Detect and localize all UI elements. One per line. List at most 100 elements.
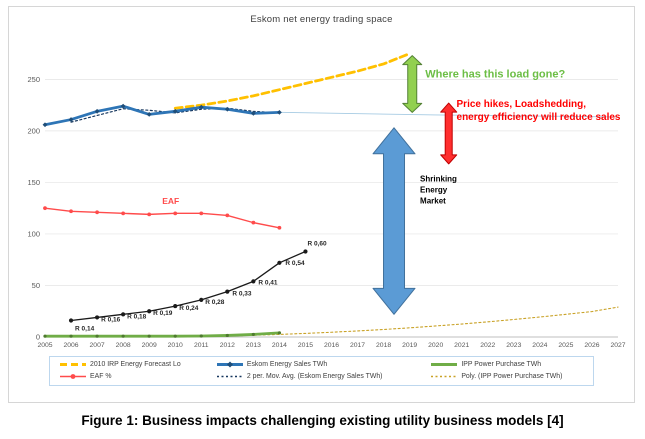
x-tick-label: 2026: [584, 342, 599, 349]
load-gap-arrow: [402, 55, 423, 113]
eskom-sales-marker: [42, 122, 48, 128]
price-line-point-label: R 0,14: [75, 326, 95, 333]
sales-reduction-arrow: [440, 102, 458, 165]
y-tick-label: 50: [32, 281, 40, 290]
ipp-marker: [43, 334, 47, 338]
series-ipp-poly: [226, 306, 619, 337]
price-line-point-label: R 0,33: [232, 291, 252, 298]
eaf-marker: [199, 211, 204, 216]
eskom-sales-marker: [172, 108, 178, 114]
chart-title: Eskom net energy trading space: [250, 14, 393, 25]
x-tick-label: 2016: [324, 342, 339, 349]
legend-label: 2010 IRP Energy Forecast Lo: [90, 361, 181, 368]
eskom-sales-marker: [120, 103, 126, 109]
series-price-line: [70, 250, 307, 322]
price-line-point-label: R 0,41: [258, 279, 278, 286]
price-line-marker: [303, 249, 308, 254]
chart-svg: 0 50 100 150 200 250 2005 2006 2007 2008 2009 2010 2…: [27, 52, 626, 349]
ipp-marker: [173, 334, 177, 338]
x-tick-label: 2021: [454, 342, 469, 349]
price-line-point-label: R 0,24: [179, 305, 199, 312]
x-tick-label: 2009: [142, 342, 157, 349]
shrinking-market-arrow: [372, 127, 416, 315]
legend-swatch-irp-forecast: [60, 363, 86, 366]
eaf-marker: [69, 209, 73, 214]
legend-swatch-poly: [431, 375, 458, 378]
price-line-marker: [251, 279, 256, 284]
x-tick-label: 2018: [376, 342, 391, 349]
load-gone-label: Where has this load gone?: [425, 68, 565, 80]
eaf-marker: [225, 213, 230, 218]
x-tick-label: 2013: [246, 342, 261, 349]
eaf-marker: [121, 211, 126, 216]
x-tick-label: 2011: [194, 342, 209, 349]
eaf-marker: [173, 211, 178, 216]
series-irp-forecast: [173, 52, 412, 110]
legend-label: Eskom Energy Sales TWh: [246, 361, 328, 368]
figure-caption: Figure 1: Business impacts challenging e…: [81, 413, 564, 428]
price-line-point-label: R 0,16: [101, 316, 121, 323]
x-tick-label: 2022: [480, 342, 495, 349]
eskom-sales-marker: [198, 104, 204, 110]
shrinking-market-label: Market: [420, 196, 446, 205]
shrinking-market-label: Shrinking: [420, 174, 457, 183]
price-line-marker: [225, 289, 230, 294]
y-tick-label: 250: [27, 75, 40, 84]
series-ipp: [43, 331, 281, 338]
price-line-point-label: R 0,54: [285, 260, 305, 267]
ipp-marker: [121, 334, 125, 338]
eskom-sales-marker: [250, 110, 256, 116]
ipp-marker: [225, 333, 229, 338]
eaf-marker: [277, 225, 282, 230]
series-sales-thin-extension: [278, 111, 619, 118]
price-line-point-label: R 0,19: [153, 310, 173, 317]
chart-area: Eskom net energy trading space 0 50 100 150…: [8, 6, 635, 403]
eskom-sales-marker: [94, 108, 100, 114]
x-tick-label: 2006: [63, 342, 78, 349]
legend-item-irp-forecast: 2010 IRP Energy Forecast Lo: [60, 360, 217, 369]
x-tick-label: 2014: [272, 342, 287, 349]
y-tick-label: 0: [36, 333, 40, 342]
eskom-sales-marker: [146, 112, 152, 117]
x-tick-label: 2012: [220, 342, 235, 349]
series-eaf: [44, 207, 281, 229]
x-tick-label: 2015: [298, 342, 313, 349]
legend-item-eaf: EAF %: [60, 372, 217, 381]
price-line-marker: [199, 297, 204, 303]
x-tick-label: 2027: [610, 342, 625, 349]
price-line-point-label: R 0,60: [307, 240, 327, 247]
legend-swatch-mov-avg: [216, 375, 243, 378]
ipp-marker: [251, 332, 255, 337]
eaf-line-label: EAF: [162, 196, 179, 206]
eskom-sales-marker: [277, 109, 282, 115]
ipp-marker: [277, 331, 282, 335]
x-tick-label: 2025: [558, 342, 573, 349]
eskom-sales-marker: [224, 106, 230, 112]
eaf-marker: [147, 212, 152, 217]
legend-swatch-eskom-sales: [216, 361, 243, 368]
price-line-marker: [147, 309, 152, 314]
legend-item-ipp: IPP Power Purchase TWh: [431, 360, 583, 369]
price-line-marker: [277, 260, 282, 265]
price-line-marker: [94, 315, 100, 320]
x-tick-label: 2024: [532, 342, 547, 349]
eaf-marker: [95, 210, 99, 215]
x-tick-label: 2023: [506, 342, 521, 349]
price-hikes-label: Price hikes, Loadshedding,: [457, 99, 587, 110]
eaf-marker: [251, 220, 256, 225]
y-tick-label: 150: [27, 178, 40, 187]
eaf-marker: [43, 206, 47, 211]
x-tick-label: 2005: [37, 342, 52, 349]
legend-item-eskom-sales: Eskom Energy Sales TWh: [216, 360, 431, 369]
x-tick-label: 2007: [90, 342, 105, 349]
price-line-marker: [121, 312, 126, 317]
chart-canvas: 0 50 100 150 200 250 2005 2006 2007 2008 2009 2010 2…: [9, 7, 634, 400]
shrinking-market-label: Energy: [420, 185, 448, 194]
y-tick-label: 200: [27, 126, 40, 135]
price-line-point-label: R 0,28: [205, 299, 225, 306]
ipp-marker: [147, 334, 151, 338]
price-line-marker: [173, 303, 178, 309]
price-hikes-label: energy efficiency will reduce sales: [457, 112, 621, 123]
legend-label: Poly. (IPP Power Purchase TWh): [461, 373, 563, 380]
